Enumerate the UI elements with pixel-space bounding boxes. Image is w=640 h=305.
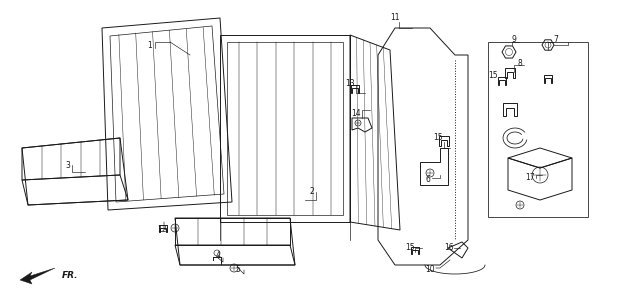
Text: 6: 6 (426, 175, 431, 185)
Text: 4: 4 (216, 250, 220, 260)
Text: 2: 2 (310, 188, 314, 196)
Text: 15: 15 (433, 134, 443, 142)
Text: 11: 11 (390, 13, 400, 23)
Polygon shape (20, 268, 55, 284)
Text: FR.: FR. (62, 271, 79, 281)
Text: 7: 7 (554, 35, 559, 45)
Text: 15: 15 (405, 243, 415, 253)
Text: 5: 5 (236, 265, 241, 275)
Text: 8: 8 (518, 59, 522, 67)
Text: 14: 14 (351, 109, 361, 119)
Text: 12: 12 (157, 225, 167, 235)
Text: 9: 9 (511, 35, 516, 45)
Text: 16: 16 (444, 243, 454, 253)
Bar (488, 42, 588, 217)
Text: 15: 15 (488, 71, 498, 81)
Text: 17: 17 (525, 174, 535, 182)
Text: 13: 13 (345, 78, 355, 88)
Text: 10: 10 (425, 265, 435, 275)
Text: 1: 1 (148, 41, 152, 51)
Text: 3: 3 (65, 160, 70, 170)
